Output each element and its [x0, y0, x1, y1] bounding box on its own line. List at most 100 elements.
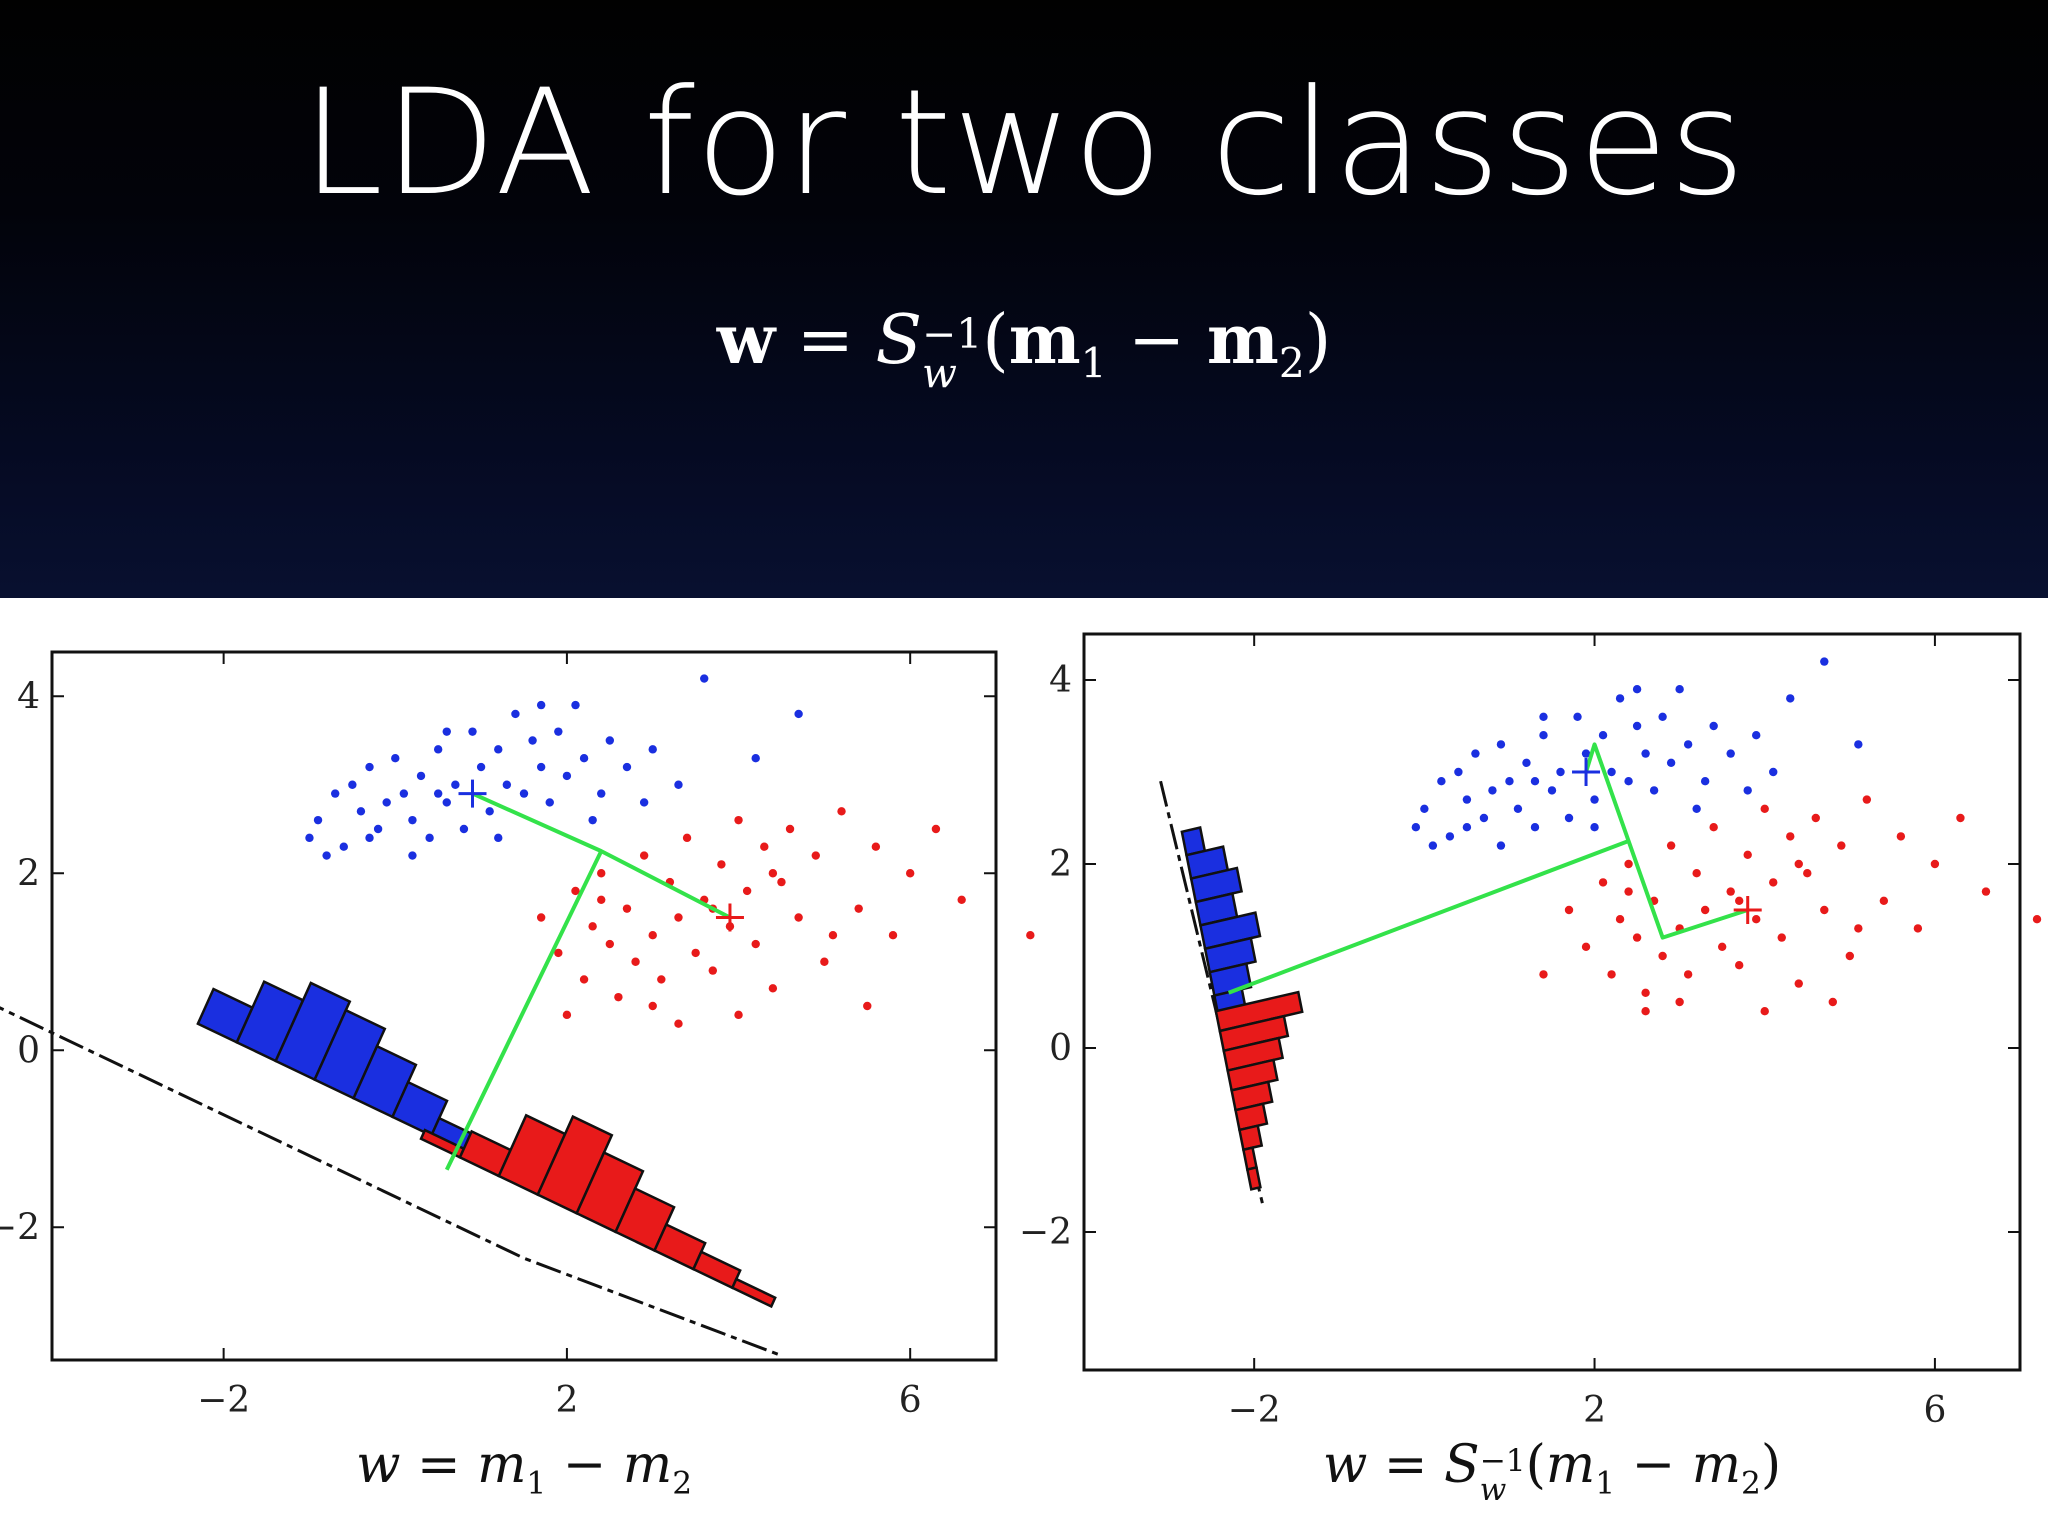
data-point	[1564, 813, 1574, 823]
data-point	[1590, 823, 1599, 832]
data-point	[1615, 694, 1625, 703]
data-point	[682, 833, 692, 843]
caption-right-m2: m	[1691, 1435, 1742, 1495]
y-tick-label: 4	[1049, 660, 1072, 701]
caption-left-m1-sub: 1	[526, 1465, 547, 1502]
data-point	[931, 824, 941, 834]
data-point	[1811, 813, 1820, 823]
data-point	[1956, 813, 1965, 823]
data-point	[768, 869, 778, 878]
histogram-bar	[1222, 1036, 1285, 1073]
data-point	[674, 1019, 683, 1028]
formula-s-scripts: −1 w	[922, 314, 982, 397]
data-point	[1854, 924, 1863, 933]
data-point	[777, 877, 786, 887]
data-point	[1700, 905, 1710, 915]
data-point	[742, 886, 752, 896]
data-point	[1743, 850, 1752, 859]
histogram-bar	[390, 1080, 449, 1138]
histogram-bar	[1234, 1102, 1269, 1132]
data-point	[614, 992, 623, 1002]
data-point	[545, 798, 554, 807]
formula-m1-sub: 1	[1080, 339, 1107, 388]
data-point	[605, 939, 615, 949]
data-point	[717, 860, 726, 869]
data-point	[785, 824, 795, 834]
data-point	[1505, 777, 1514, 786]
data-point	[322, 851, 331, 860]
formula-m2-sub: 2	[1278, 339, 1305, 388]
data-point	[1862, 795, 1872, 804]
histogram-bar	[1238, 1124, 1264, 1152]
data-point	[1675, 685, 1684, 694]
caption-left-equals: =	[400, 1435, 478, 1495]
formula-m2: m	[1206, 300, 1279, 380]
data-point	[554, 948, 563, 958]
histogram-bar	[274, 981, 352, 1082]
data-point	[399, 789, 409, 798]
data-point	[459, 824, 469, 834]
data-point	[468, 727, 477, 736]
data-point	[905, 869, 915, 878]
data-point	[1624, 777, 1633, 786]
data-point	[1709, 721, 1718, 731]
data-point	[305, 833, 314, 843]
y-tick-label: 4	[17, 676, 40, 717]
x-tick-label: 2	[1583, 1390, 1606, 1431]
histogram-bar	[1226, 1058, 1279, 1092]
caption-right-equals: =	[1367, 1435, 1444, 1495]
data-point	[828, 931, 838, 940]
data-point	[433, 745, 443, 754]
data-point	[1411, 823, 1421, 832]
x-tick-label: −2	[1228, 1390, 1281, 1431]
data-point	[657, 975, 666, 984]
data-point	[571, 700, 580, 710]
caption-left-minus: −	[546, 1435, 623, 1495]
data-point	[1615, 915, 1625, 924]
data-point	[313, 815, 323, 825]
data-point	[1564, 905, 1574, 915]
data-point	[639, 851, 649, 860]
data-point	[1692, 804, 1701, 813]
data-point	[1513, 804, 1523, 813]
data-point	[597, 789, 606, 798]
formula-paren-close: )	[1304, 301, 1332, 380]
data-point	[1530, 823, 1540, 832]
data-point	[528, 736, 537, 745]
data-point	[1828, 997, 1837, 1007]
histogram-bar	[691, 1250, 742, 1290]
data-point	[734, 815, 743, 825]
data-point	[631, 957, 640, 966]
data-point	[1522, 758, 1531, 767]
data-point	[1786, 832, 1795, 841]
data-point	[1837, 841, 1846, 850]
data-point	[502, 780, 512, 789]
data-point	[416, 771, 426, 781]
data-point	[1539, 731, 1548, 740]
data-point	[485, 807, 494, 816]
y-tick-label: −2	[1019, 1212, 1072, 1253]
data-point	[794, 913, 803, 922]
histogram-bar	[1218, 1014, 1290, 1053]
y-tick-label: 2	[17, 853, 40, 894]
data-point	[1437, 777, 1446, 786]
data-point	[1641, 988, 1650, 997]
data-point	[1752, 731, 1761, 740]
data-point	[1743, 786, 1752, 795]
formula-s-sub: w	[922, 348, 957, 397]
data-point	[1675, 997, 1684, 1007]
data-point	[605, 736, 615, 745]
series-class1	[305, 674, 803, 860]
series-class1	[1411, 657, 1863, 850]
caption-left: w = m1 − m2	[52, 1435, 996, 1515]
data-point	[1641, 1007, 1650, 1016]
data-point	[536, 913, 546, 922]
data-point	[588, 815, 597, 825]
data-point	[1709, 823, 1718, 832]
data-point	[1581, 942, 1591, 951]
caption-right-open: (	[1525, 1435, 1546, 1495]
data-point	[348, 780, 357, 789]
data-point	[648, 745, 657, 754]
data-point	[1462, 795, 1472, 804]
data-point	[588, 922, 597, 931]
